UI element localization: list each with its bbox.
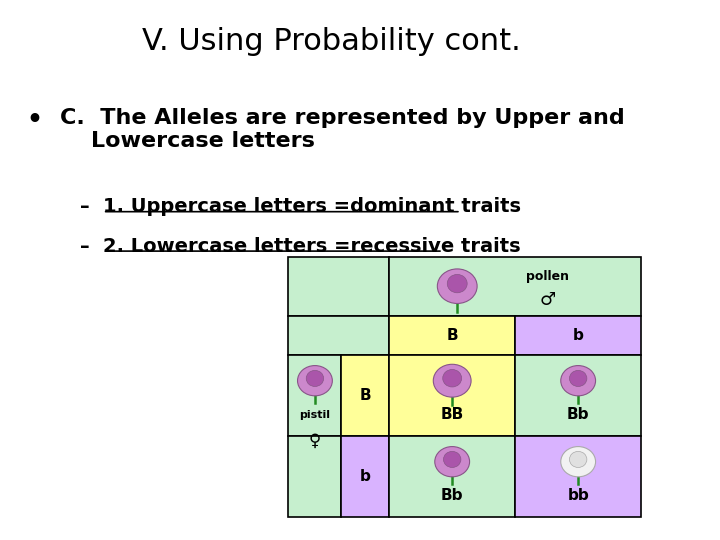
Ellipse shape: [561, 447, 595, 477]
Text: –: –: [80, 197, 96, 216]
Text: pollen: pollen: [526, 269, 570, 282]
Bar: [341, 355, 390, 436]
Bar: [390, 436, 516, 517]
Ellipse shape: [306, 370, 324, 387]
Ellipse shape: [297, 366, 333, 396]
Ellipse shape: [561, 366, 595, 396]
Text: C.  The Alleles are represented by Upper and
    Lowercase letters: C. The Alleles are represented by Upper …: [60, 108, 624, 151]
Bar: [289, 355, 341, 436]
Bar: [289, 436, 341, 517]
Text: ♀: ♀: [309, 432, 321, 450]
Bar: [516, 436, 641, 517]
Bar: [289, 316, 390, 355]
Text: Bb: Bb: [441, 488, 464, 503]
Ellipse shape: [437, 269, 477, 303]
Text: Bb: Bb: [567, 407, 590, 422]
Bar: [390, 256, 641, 316]
Bar: [390, 316, 516, 355]
Bar: [341, 436, 390, 517]
Bar: [289, 256, 390, 316]
Text: 2. Lowercase letters =recessive traits: 2. Lowercase letters =recessive traits: [103, 237, 521, 255]
Ellipse shape: [435, 447, 469, 477]
Ellipse shape: [444, 451, 461, 468]
Ellipse shape: [570, 451, 587, 468]
Ellipse shape: [570, 370, 587, 387]
Bar: [516, 316, 641, 355]
Text: B: B: [359, 388, 371, 403]
Text: •: •: [27, 108, 42, 132]
Bar: [516, 355, 641, 436]
Text: bb: bb: [567, 488, 589, 503]
Text: 1. Uppercase letters =dominant traits: 1. Uppercase letters =dominant traits: [103, 197, 521, 216]
Text: pistil: pistil: [300, 410, 330, 420]
Ellipse shape: [447, 274, 467, 293]
Text: BB: BB: [441, 407, 464, 422]
Ellipse shape: [433, 364, 471, 397]
Text: b: b: [572, 328, 584, 343]
Ellipse shape: [443, 369, 462, 387]
Text: ♂: ♂: [540, 291, 556, 309]
Text: b: b: [360, 469, 371, 484]
Text: –: –: [80, 237, 96, 255]
Bar: [390, 355, 516, 436]
Text: B: B: [446, 328, 458, 343]
Text: V. Using Probability cont.: V. Using Probability cont.: [142, 27, 521, 56]
